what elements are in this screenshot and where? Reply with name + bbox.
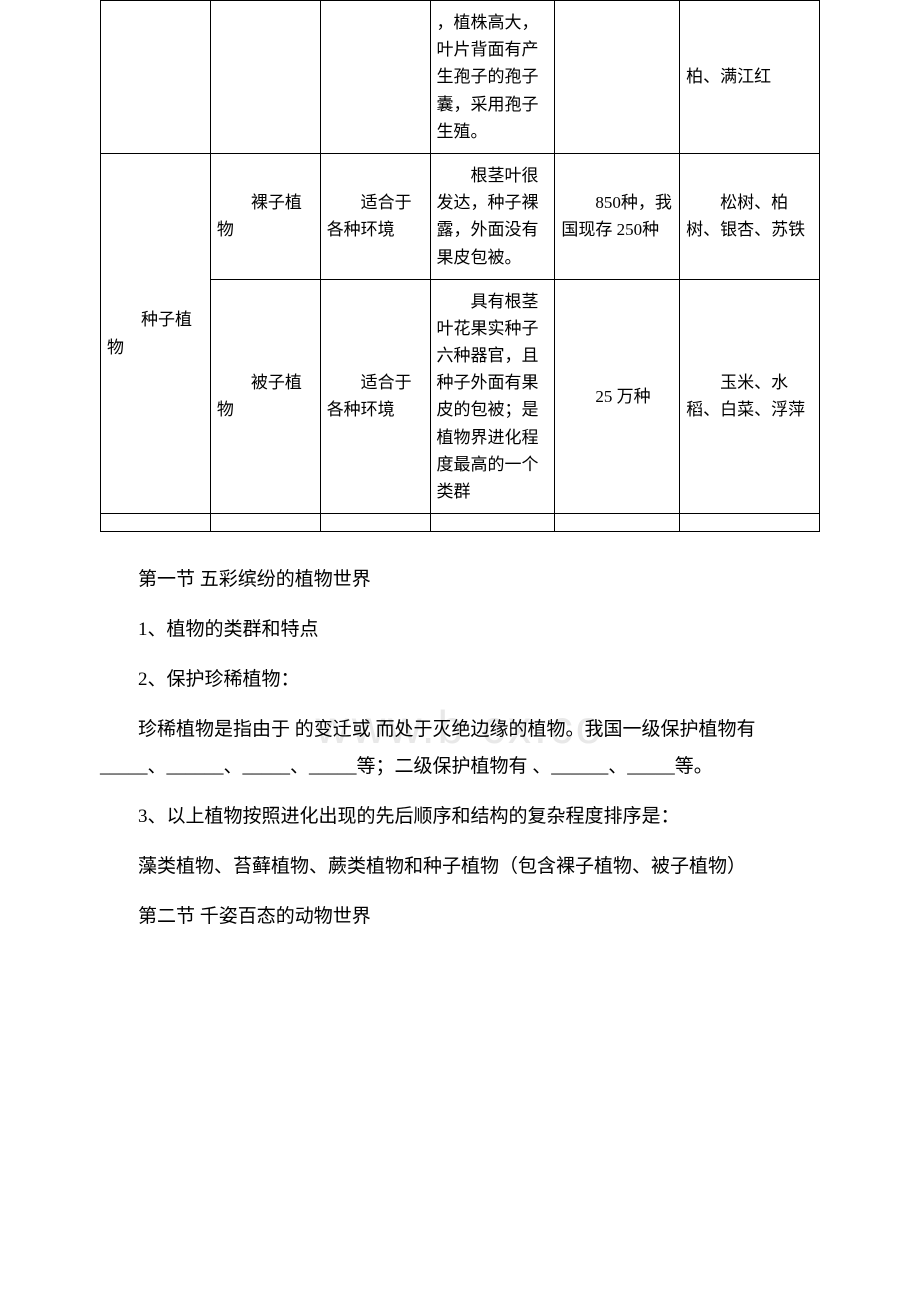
table-cell: 松树、柏树、银杏、苏铁: [680, 153, 820, 279]
table-cell: 具有根茎叶花果实种子六种器官，且种子外面有果皮的包被；是植物界进化程度最高的一个…: [430, 279, 555, 514]
section-title-1: 第一节 五彩缤纷的植物世界: [100, 562, 820, 598]
paragraph: 藻类植物、苔藓植物、蕨类植物和种子植物（包含裸子植物、被子植物）: [100, 849, 820, 885]
table-row-empty: [101, 514, 820, 532]
table-row: ，植株高大，叶片背面有产生孢子的孢子囊，采用孢子生殖。 柏、满江红: [101, 1, 820, 154]
table-cell: [210, 514, 320, 532]
table-cell: 25 万种: [555, 279, 680, 514]
table-cell: 玉米、水稻、白菜、浮萍: [680, 279, 820, 514]
table-cell: 根茎叶很发达，种子裸露，外面没有果皮包被。: [430, 153, 555, 279]
table-cell: 适合于各种环境: [320, 153, 430, 279]
table-cell: [680, 514, 820, 532]
paragraph: 珍稀植物是指由于 的变迁或 而处于灭绝边缘的植物。我国一级保护植物有_____、…: [100, 712, 820, 784]
table-cell: 被子植物: [210, 279, 320, 514]
table-cell: 裸子植物: [210, 153, 320, 279]
content-container: ，植株高大，叶片背面有产生孢子的孢子囊，采用孢子生殖。 柏、满江红 种子植物 裸…: [0, 0, 920, 935]
table-cell-seed-plant: 种子植物: [101, 153, 211, 513]
table-cell: 850种，我国现存 250种: [555, 153, 680, 279]
plant-classification-table: ，植株高大，叶片背面有产生孢子的孢子囊，采用孢子生殖。 柏、满江红 种子植物 裸…: [100, 0, 820, 532]
table-cell: ，植株高大，叶片背面有产生孢子的孢子囊，采用孢子生殖。: [430, 1, 555, 154]
section-title-2: 第二节 千姿百态的动物世界: [100, 899, 820, 935]
table-cell: 适合于各种环境: [320, 279, 430, 514]
table-cell: [101, 1, 211, 154]
page-wrapper: www.b cx.co ，植株高大，叶片背面有产生孢子的孢子囊，采用孢子生殖。 …: [0, 0, 920, 935]
table-cell: [210, 1, 320, 154]
body-text-section: 第一节 五彩缤纷的植物世界 1、植物的类群和特点 2、保护珍稀植物： 珍稀植物是…: [0, 562, 920, 935]
paragraph: 1、植物的类群和特点: [100, 612, 820, 648]
paragraph: 2、保护珍稀植物：: [100, 662, 820, 698]
table-cell: [555, 1, 680, 154]
table-cell: 柏、满江红: [680, 1, 820, 154]
table-row: 种子植物 裸子植物 适合于各种环境 根茎叶很发达，种子裸露，外面没有果皮包被。 …: [101, 153, 820, 279]
table-cell: [320, 1, 430, 154]
table-cell: [430, 514, 555, 532]
table-cell: [555, 514, 680, 532]
paragraph: 3、以上植物按照进化出现的先后顺序和结构的复杂程度排序是：: [100, 799, 820, 835]
table-cell: [320, 514, 430, 532]
table-cell: [101, 514, 211, 532]
